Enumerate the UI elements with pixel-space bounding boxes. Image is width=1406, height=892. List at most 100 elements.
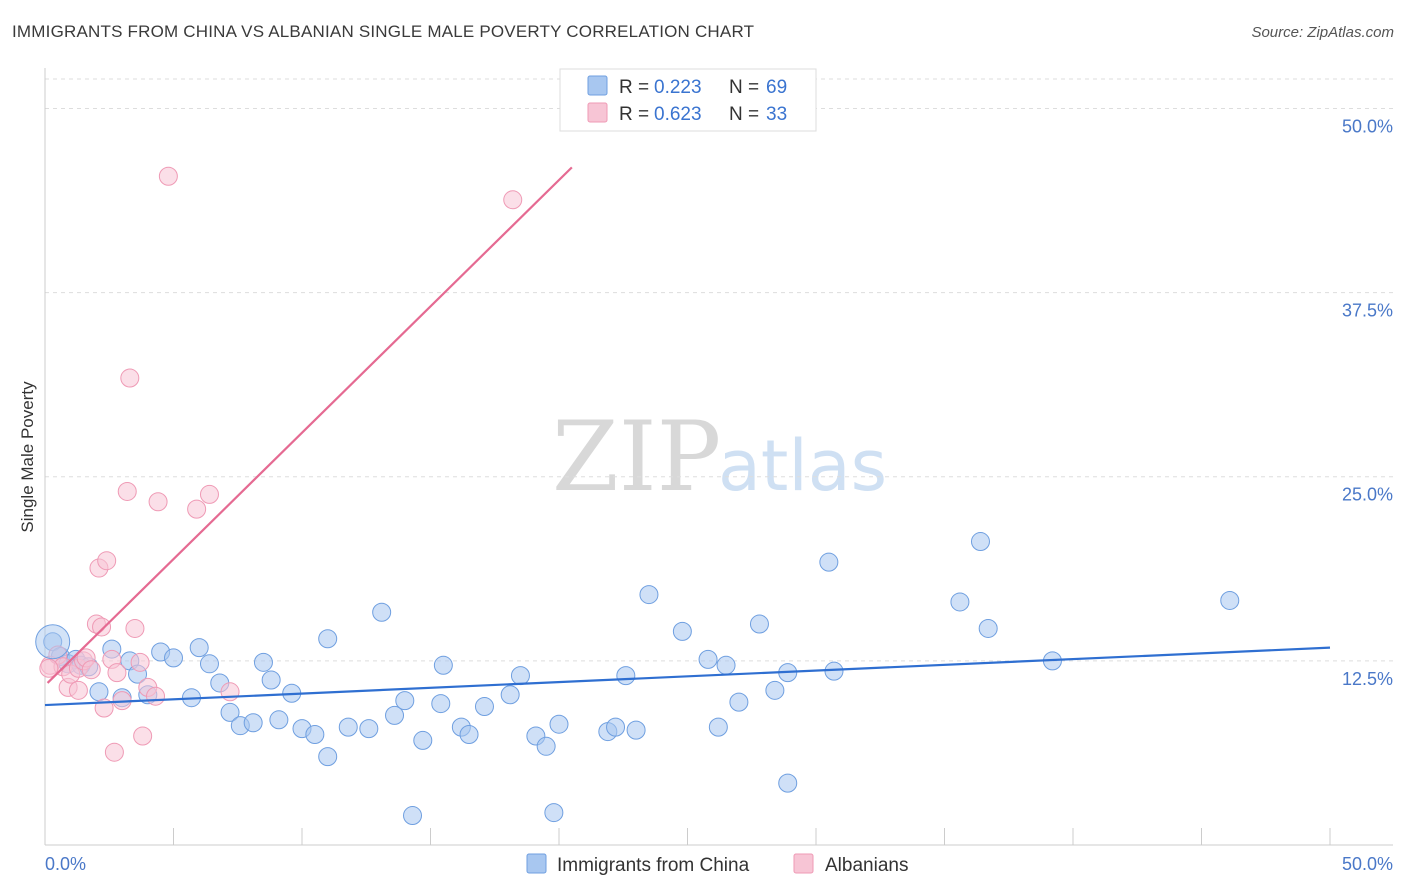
point-albanians [117,481,137,501]
point-china [716,655,736,675]
point-china [220,702,240,722]
stats-swatch-china [587,75,608,96]
point-albanians [104,742,124,762]
point-china [385,705,405,725]
stats-n-value-albanians: 33 [766,104,787,125]
point-china [431,694,451,714]
point-china [672,621,692,641]
point-china [1220,590,1240,610]
point-china [536,736,556,756]
point-china [243,713,263,733]
point-china-large [35,624,71,660]
point-albanians [148,492,168,512]
point-china [824,661,844,681]
point-china [778,773,798,793]
axes [44,68,1393,846]
stats-r-label-china: R = [619,77,649,98]
point-china [253,652,273,672]
watermark-zip: ZIP [552,401,721,513]
stats-swatch-albanians [587,102,608,123]
y-tick-label: 12.5% [1342,669,1393,689]
stats-legend: R = 0.223 N = 69 R = 0.623 N = 33 [559,68,817,132]
point-china [765,680,785,700]
trend-lines [44,166,1331,707]
point-china [261,670,281,690]
point-china [606,717,626,737]
point-china [639,585,659,605]
point-albanians [187,499,207,519]
point-albanians [146,686,166,706]
point-albanians [92,617,112,637]
y-tick-label: 25.0% [1342,485,1393,505]
point-albanians [133,726,153,746]
point-china [164,648,183,668]
trend-line-albanians [46,166,573,684]
point-china [372,602,392,622]
stats-r-value-albanians: 0.623 [654,104,702,125]
y-axis-title: Single Male Poverty [18,381,37,533]
point-china [749,614,769,634]
point-china [698,649,718,669]
point-china [544,803,564,823]
x-ticks [173,828,1331,845]
point-china [413,730,433,750]
x-tick-label-max: 50.0% [1342,854,1393,874]
point-albanians [68,680,88,700]
point-china [318,747,338,767]
legend-swatch-china [526,853,547,874]
trend-line-china [44,646,1331,707]
point-china [616,666,636,686]
point-china [89,682,109,702]
point-albanians [130,652,150,672]
point-china [500,685,520,705]
stats-r-value-china: 0.223 [654,77,702,98]
point-albanians [97,551,117,571]
point-china [189,638,209,658]
grid-lines [45,78,1393,662]
legend-label-albanians: Albanians [825,855,908,876]
point-albanians [39,658,59,678]
point-china [318,629,338,649]
point-china [433,655,453,675]
point-china [708,717,728,737]
legend-swatch-albanians [793,853,814,874]
point-china [819,552,839,572]
point-china [978,618,998,638]
point-china [338,717,358,737]
y-tick-label: 37.5% [1342,301,1393,321]
point-china [199,654,219,674]
y-tick-label: 50.0% [1342,116,1393,136]
point-china [359,719,379,739]
point-china [510,666,530,686]
point-china [459,725,479,745]
chart-source: Source: ZipAtlas.com [1251,24,1394,41]
stats-r-label-albanians: R = [619,104,649,125]
point-albanians [503,190,523,210]
point-china [474,697,494,717]
point-albanians [107,663,127,683]
point-china [403,806,423,826]
legend-label-china: Immigrants from China [557,855,750,876]
watermark-atlas: atlas [718,425,887,507]
point-china [305,725,325,745]
point-albanians [125,618,145,638]
point-china [729,692,749,712]
stats-n-label-albanians: N = [729,104,759,125]
stats-n-label-china: N = [729,77,759,98]
point-china [395,691,415,711]
point-china [269,710,289,730]
point-albanians [199,484,219,504]
point-albanians [81,660,101,680]
point-china [950,592,970,612]
y-tick-labels: 12.5% 25.0% 37.5% 50.0% [1342,116,1393,688]
point-china [626,720,646,740]
series-legend: Immigrants from China Albanians [526,853,908,876]
x-tick-label-min: 0.0% [45,854,86,874]
chart-title: IMMIGRANTS FROM CHINA VS ALBANIAN SINGLE… [12,22,755,41]
point-china [549,714,569,734]
point-china [970,532,990,552]
point-albanians [120,368,140,388]
point-albanians [158,166,178,186]
stats-n-value-china: 69 [766,77,787,98]
